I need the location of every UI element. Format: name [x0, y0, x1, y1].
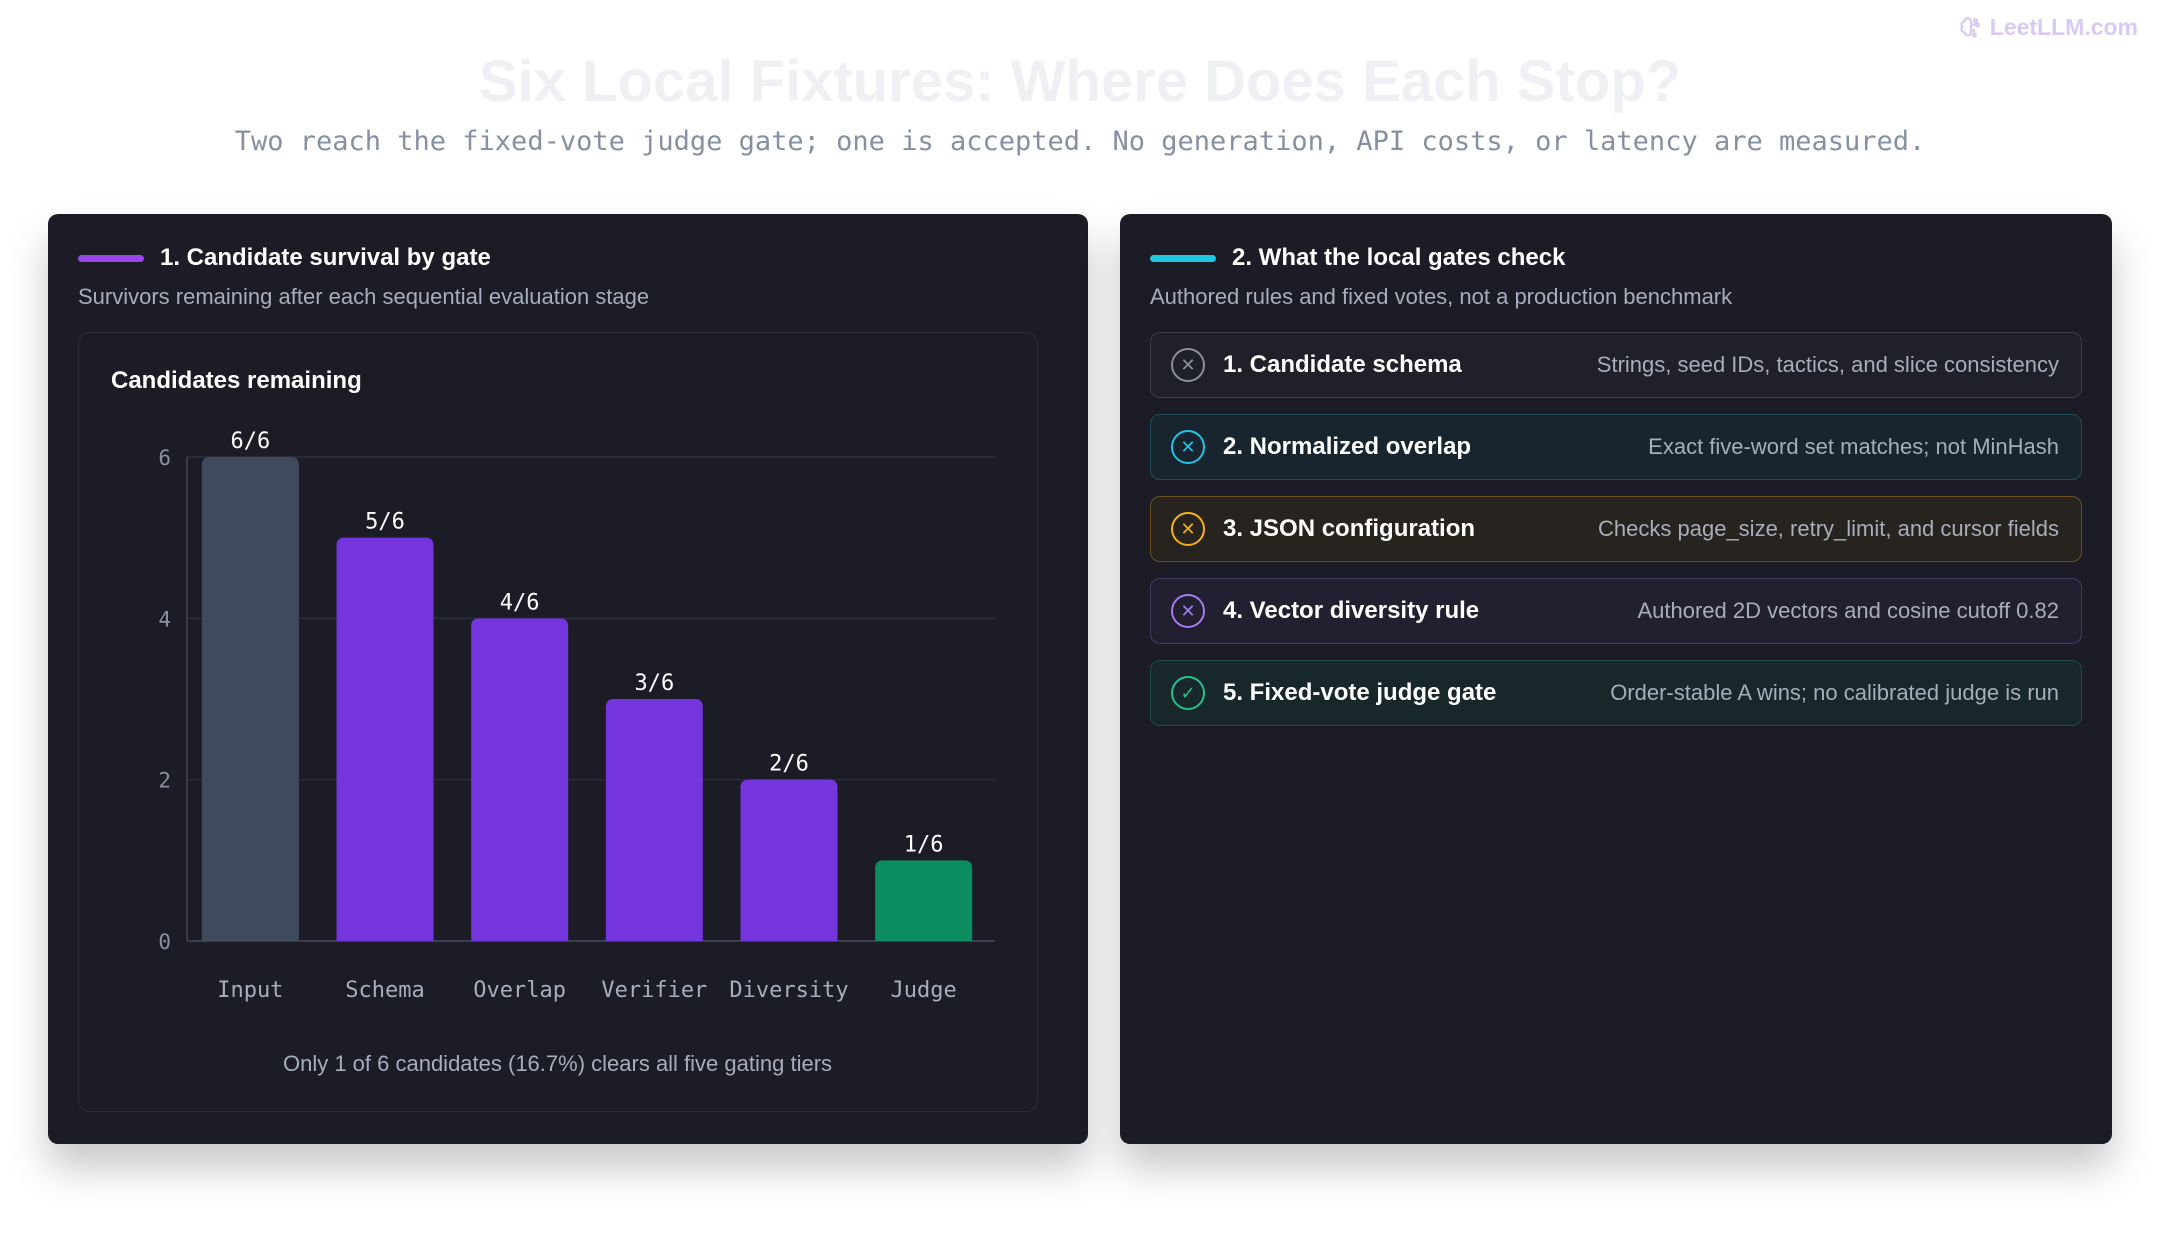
panel-accent-bar [78, 254, 144, 262]
gate-description: Strings, seed IDs, tactics, and slice co… [1596, 352, 2059, 377]
gate-item-json[interactable]: ✕ 3. JSON configuration Checks page_size… [1150, 496, 2082, 562]
bar-chart: 0 2 4 6 6/6 Input 5/6 Schema 4/6 Overlap 3/6 Verifi… [158, 429, 995, 1003]
brand-name: LeetLLM.com [1989, 14, 2138, 40]
x-tick-label: Input [217, 978, 283, 1003]
x-tick-label: Judge [891, 978, 957, 1003]
gate-item-judge[interactable]: ✓ 5. Fixed-vote judge gate Order-stable … [1150, 660, 2082, 726]
gate-item-schema[interactable]: ✕ 1. Candidate schema Strings, seed IDs,… [1150, 332, 2082, 398]
x-circle-icon: ✕ [1171, 430, 1205, 464]
gate-label: 4. Vector diversity rule [1223, 597, 1480, 624]
gates-panel-header: 2. What the local gates check [1150, 244, 1565, 272]
x-tick-label: Schema [345, 978, 424, 1003]
x-circle-icon: ✕ [1171, 348, 1205, 382]
bar-input [201, 457, 299, 941]
x-tick-label: Diversity [729, 978, 848, 1003]
data-label: 5/6 [365, 510, 405, 535]
gate-list: ✕ 1. Candidate schema Strings, seed IDs,… [1150, 332, 2082, 742]
gate-label: 2. Normalized overlap [1223, 433, 1472, 460]
x-tick-label: Verifier [601, 978, 707, 1003]
gate-label: 3. JSON configuration [1223, 515, 1476, 542]
bar-diversity [740, 779, 838, 941]
y-tick-label: 2 [158, 769, 171, 793]
panel-accent-bar [1150, 254, 1216, 262]
survival-panel-subtitle: Survivors remaining after each sequentia… [78, 284, 650, 309]
bar-overlap [471, 618, 569, 941]
data-label: 1/6 [904, 832, 944, 857]
page-subtitle: Two reach the fixed-vote judge gate; one… [234, 126, 1926, 157]
gate-item-overlap[interactable]: ✕ 2. Normalized overlap Exact five-word … [1150, 414, 2082, 480]
data-label: 4/6 [500, 590, 540, 615]
survival-panel-title: 1. Candidate survival by gate [160, 244, 491, 271]
x-circle-icon: ✕ [1171, 512, 1205, 546]
y-tick-label: 6 [158, 446, 171, 470]
check-circle-icon: ✓ [1171, 676, 1205, 710]
gate-label: 1. Candidate schema [1223, 351, 1462, 378]
gate-description: Authored 2D vectors and cosine cutoff 0.… [1637, 598, 2059, 623]
data-label: 6/6 [230, 429, 270, 454]
survival-panel-header: 1. Candidate survival by gate [78, 244, 491, 272]
bar-judge [875, 860, 973, 941]
data-label: 3/6 [634, 671, 674, 696]
gate-description: Exact five-word set matches; not MinHash [1648, 434, 2059, 459]
gate-label: 5. Fixed-vote judge gate [1223, 679, 1497, 706]
bar-schema [336, 537, 434, 941]
brand[interactable]: LeetLLM.com [1958, 14, 2138, 41]
survival-panel: 1. Candidate survival by gate Survivors … [48, 214, 1088, 1144]
chart-title: Candidates remaining [111, 367, 362, 394]
gates-panel-title: 2. What the local gates check [1232, 244, 1566, 271]
page-title: Six Local Fixtures: Where Does Each Stop… [478, 49, 1682, 114]
gate-description: Checks page_size, retry_limit, and curso… [1598, 516, 2059, 541]
y-tick-label: 0 [158, 930, 171, 954]
chart-caption: Only 1 of 6 candidates (16.7%) clears al… [282, 1051, 833, 1076]
gate-item-diversity[interactable]: ✕ 4. Vector diversity rule Authored 2D v… [1150, 578, 2082, 644]
bar-chart-card: Candidates remaining 0 2 4 6 6/6 Input 5/6 Sche… [78, 332, 1038, 1112]
gates-panel: 2. What the local gates check Authored r… [1120, 214, 2112, 1144]
gate-description: Order-stable A wins; no calibrated judge… [1610, 680, 2059, 705]
x-circle-icon: ✕ [1171, 594, 1205, 628]
y-tick-label: 4 [158, 607, 171, 631]
gates-panel-subtitle: Authored rules and fixed votes, not a pr… [1150, 284, 1733, 309]
data-label: 2/6 [769, 752, 809, 777]
bar-verifier [605, 699, 703, 941]
brain-icon [1960, 16, 1980, 38]
x-tick-label: Overlap [473, 978, 566, 1003]
